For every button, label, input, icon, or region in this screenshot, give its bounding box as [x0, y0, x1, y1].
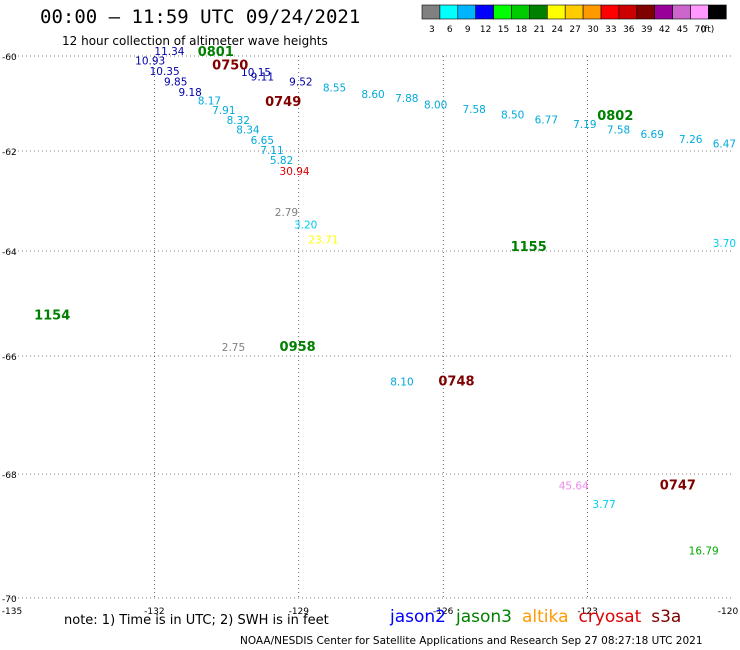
lon-tick-label: -123 [577, 607, 597, 617]
wave-height-value: 10.15 [241, 67, 271, 79]
legend-unit: (ft) [701, 25, 715, 35]
legend-swatch [708, 4, 727, 20]
pass-time-label: 1154 [34, 308, 70, 323]
wave-height-value: 30.94 [280, 166, 310, 178]
satellite-legend: jason2 jason3 altika cryosat s3a [390, 607, 691, 627]
wave-height-value: 7.58 [462, 104, 485, 116]
lat-tick-label: -66 [2, 353, 17, 363]
wave-height-value: 9.52 [289, 76, 312, 88]
wave-height-value: 10.93 [135, 56, 165, 68]
wave-height-value: 9.85 [164, 76, 187, 88]
wave-height-value: 6.69 [641, 129, 664, 141]
wave-height-value: 8.17 [198, 95, 221, 107]
wave-height-value: 23.71 [308, 235, 338, 247]
legend-label: 42 [659, 25, 670, 35]
wave-height-value: 7.91 [212, 105, 235, 117]
wave-height-value: 7.11 [260, 145, 283, 157]
legend-label: 9 [465, 25, 471, 35]
wave-height-value: 2.75 [222, 342, 245, 354]
legend-label: 45 [677, 25, 688, 35]
wave-height-value: 2.79 [275, 207, 298, 219]
pass-time-label: 0958 [280, 340, 316, 355]
legend-label: 18 [516, 25, 528, 35]
satellite-name-jason3: jason3 [456, 607, 512, 627]
wave-height-value: 9.11 [251, 72, 274, 84]
lat-tick-label: -70 [2, 595, 17, 605]
wave-height-value: 8.32 [227, 115, 250, 127]
footer-credit: NOAA/NESDIS Center for Satellite Applica… [240, 635, 703, 647]
wave-height-value: 3.77 [592, 499, 615, 511]
pass-time-label: 1155 [511, 240, 547, 255]
wave-height-value: 7.88 [395, 93, 418, 105]
wave-height-value: 45.64 [559, 481, 589, 493]
pass-time-label: 0750 [212, 58, 248, 73]
wave-height-value: 8.34 [236, 124, 260, 136]
wave-height-value: 9.18 [178, 87, 201, 99]
page-subtitle: 12 hour collection of altimeter wave hei… [62, 34, 328, 48]
wave-height-value: 3.70 [713, 238, 736, 250]
wave-height-value: 8.60 [361, 89, 384, 101]
page-title: 00:00 – 11:59 UTC 09/24/2021 [40, 6, 361, 28]
legend-label: 27 [569, 25, 580, 35]
satellite-name-cryosat: cryosat [578, 607, 642, 627]
wave-height-value: 11.34 [154, 46, 184, 58]
legend-label: 24 [551, 25, 563, 35]
wave-height-value: 7.26 [679, 134, 703, 146]
lat-tick-label: -60 [2, 53, 17, 63]
satellite-name-altika: altika [522, 607, 569, 627]
wave-height-value: 8.10 [390, 377, 413, 389]
wave-height-value: 8.55 [323, 83, 346, 95]
wave-height-value: 7.58 [607, 124, 630, 136]
satellite-name-s3a: s3a [651, 607, 682, 627]
legend-label: 33 [605, 25, 616, 35]
legend-label: 12 [480, 25, 491, 35]
wave-height-color-legend: 3 6 9 12 15 18 21 24 27 30 33 36 39 42 45 70(ft) [421, 4, 727, 35]
lat-tick-label: -64 [2, 248, 17, 258]
legend-label: 39 [641, 25, 653, 35]
wave-height-value: 3.20 [294, 220, 317, 232]
wave-height-value: 8.00 [424, 99, 447, 111]
legend-label: 6 [447, 25, 453, 35]
legend-label: 3 [429, 25, 435, 35]
pass-time-label: 0748 [438, 375, 474, 390]
satellite-name-jason2: jason2 [390, 607, 446, 627]
lon-tick-label: -135 [2, 607, 22, 617]
wave-height-value: 16.79 [689, 546, 719, 558]
wave-height-value: 6.47 [713, 139, 736, 151]
lon-tick-label: -126 [433, 607, 454, 617]
lon-tick-label: -129 [289, 607, 310, 617]
pass-time-label: 0801 [198, 45, 234, 60]
legend-label: 21 [534, 25, 545, 35]
pass-time-label: 0802 [597, 109, 633, 124]
wave-height-value: 6.77 [535, 114, 558, 126]
wave-height-value: 6.65 [251, 135, 274, 147]
legend-label: 15 [498, 25, 509, 35]
pass-time-label: 0749 [265, 95, 301, 110]
wave-height-value: 7.19 [573, 119, 596, 131]
lon-tick-label: -132 [144, 607, 164, 617]
lat-tick-label: -62 [2, 148, 17, 158]
lon-tick-label: -120 [718, 607, 739, 617]
pass-time-label: 0747 [660, 479, 696, 494]
wave-height-value: 8.50 [501, 110, 524, 122]
legend-label: 70 [695, 25, 707, 35]
wave-height-value: 10.35 [150, 66, 180, 78]
lat-tick-label: -68 [2, 471, 17, 481]
legend-label: 30 [587, 25, 599, 35]
legend-label: 36 [623, 25, 635, 35]
wave-height-value: 5.82 [270, 155, 293, 167]
footer-note: note: 1) Time is in UTC; 2) SWH is in fe… [64, 613, 329, 628]
